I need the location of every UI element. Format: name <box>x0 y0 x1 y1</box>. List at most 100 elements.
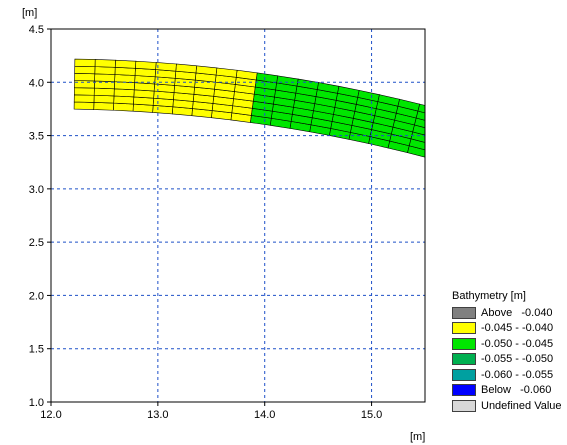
legend: Bathymetry [m] Above -0.040 -0.045 - -0.0… <box>452 290 564 414</box>
mesh-cell <box>114 74 136 83</box>
legend-entry: Below -0.060 <box>452 383 564 399</box>
plot-frame <box>50 28 426 403</box>
mesh-cell <box>517 133 539 146</box>
mesh-cell <box>511 153 533 166</box>
mesh-cell <box>532 153 554 166</box>
mesh-cell <box>487 161 509 174</box>
legend-label: -0.060 - -0.055 <box>481 368 554 381</box>
mesh-cell <box>504 174 525 187</box>
legend-swatch <box>452 384 476 397</box>
mesh-cell <box>535 146 557 160</box>
mesh-cell <box>427 151 448 163</box>
mesh-cell <box>485 167 506 180</box>
legend-swatch <box>452 353 476 366</box>
mesh-cell <box>458 115 480 128</box>
mesh-cell <box>155 62 177 72</box>
mesh-cell <box>113 95 135 105</box>
mesh-cell <box>537 139 559 153</box>
mesh-cell <box>456 122 478 135</box>
mesh-cell <box>135 60 157 70</box>
legend-swatch <box>452 306 476 319</box>
mesh-cell <box>454 128 476 141</box>
legend-entry: -0.050 - -0.045 <box>452 336 564 352</box>
x-tick-label: 15.0 <box>361 409 382 421</box>
mesh-cell <box>93 87 115 97</box>
mesh-cell <box>114 67 136 76</box>
mesh-cell <box>472 141 494 154</box>
mesh-cell <box>255 72 279 84</box>
legend-swatch <box>452 337 476 350</box>
mesh-cell <box>515 139 537 152</box>
mesh-cell <box>549 166 567 180</box>
mesh-cell <box>74 80 95 89</box>
mesh-cell <box>508 160 530 173</box>
legend-label: Below -0.060 <box>481 384 552 397</box>
y-tick-label: 3.0 <box>29 184 44 196</box>
mesh-cell <box>432 130 454 142</box>
mesh-cell <box>474 134 496 147</box>
mesh-cell <box>434 123 456 135</box>
legend-label: -0.055 - -0.050 <box>481 353 554 366</box>
mesh-cell <box>476 127 498 140</box>
mesh-cell <box>430 137 451 149</box>
mesh-cell <box>561 193 567 207</box>
mesh-cell <box>493 140 515 153</box>
y-tick-label: 2.0 <box>29 290 44 302</box>
mesh-cell <box>554 153 567 167</box>
legend-swatch <box>452 368 476 381</box>
y-tick-label: 4.0 <box>29 77 44 89</box>
mesh-cell <box>94 73 116 82</box>
x-tick-label: 14.0 <box>254 409 275 421</box>
mesh-cell <box>564 187 567 201</box>
mesh-cell <box>468 155 490 168</box>
mesh-cell <box>438 109 460 121</box>
mesh-cell <box>94 59 116 68</box>
tick-layer: 12.0 13.0 14.0 15.0 1.0 1.5 2.0 2.5 3.0 3.5 4.0 4.5 <box>29 24 383 421</box>
legend-entry: -0.060 - -0.055 <box>452 367 564 383</box>
legend-entry: -0.045 - -0.040 <box>452 321 564 337</box>
mesh-cell <box>436 116 458 128</box>
mesh-cell <box>530 160 552 173</box>
legend-label: -0.050 - -0.045 <box>481 337 554 350</box>
mesh-cell <box>429 144 450 156</box>
legend-entry: Undefined Value <box>452 398 564 414</box>
mesh-cell <box>465 162 486 175</box>
mesh-cell <box>525 173 547 186</box>
mesh-cell <box>446 156 467 168</box>
legend-swatch <box>452 322 476 335</box>
y-tick-label: 1.5 <box>29 344 44 356</box>
legend-entries: Above -0.040 -0.045 - -0.040 -0.050 - -0.0… <box>452 305 564 414</box>
mesh-cell <box>489 154 511 167</box>
mesh-cell <box>448 149 469 161</box>
mesh-cell <box>528 166 550 179</box>
mesh-cell <box>74 65 96 75</box>
legend-label: Undefined Value <box>481 399 562 412</box>
grid-layer <box>51 29 425 402</box>
mesh-cell <box>74 58 96 67</box>
mesh-cell <box>495 133 517 146</box>
mesh-cell <box>470 148 492 161</box>
mesh-cell <box>93 102 115 111</box>
mesh-cell <box>491 147 513 160</box>
y-axis-label: [m] <box>22 7 37 19</box>
y-tick-label: 1.0 <box>29 397 44 409</box>
y-tick-label: 3.5 <box>29 131 44 143</box>
x-tick-label: 13.0 <box>147 409 168 421</box>
mesh-cell <box>94 66 116 75</box>
mesh-cell <box>478 120 500 133</box>
mesh-cell <box>557 146 567 160</box>
mesh-cell <box>73 94 95 103</box>
legend-swatch <box>452 399 476 412</box>
mesh-cell <box>523 180 544 193</box>
legend-entry: -0.055 - -0.050 <box>452 352 564 368</box>
x-axis-label: [m] <box>410 431 425 443</box>
mesh-cell <box>113 88 135 98</box>
mesh-cell <box>73 87 95 96</box>
y-tick-label: 2.5 <box>29 237 44 249</box>
mesh-cell <box>552 160 567 174</box>
mesh-cell <box>547 173 567 187</box>
y-tick-label: 4.5 <box>29 24 44 36</box>
mesh-cell <box>450 142 472 154</box>
mesh-cell <box>452 135 474 148</box>
